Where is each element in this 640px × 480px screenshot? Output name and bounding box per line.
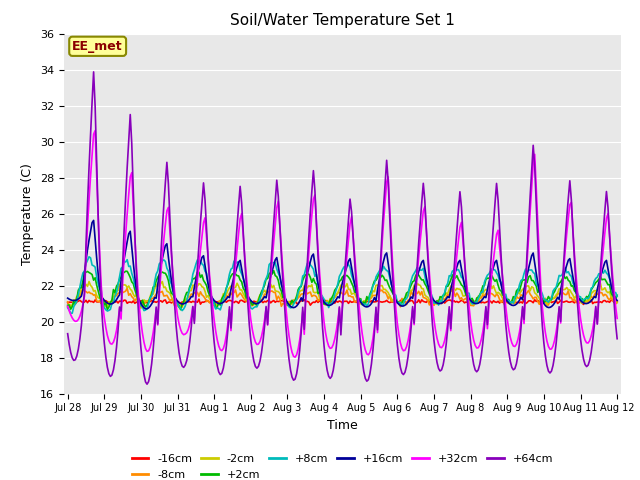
Y-axis label: Temperature (C): Temperature (C) [22,163,35,264]
Legend: -16cm, -8cm, -2cm, +2cm, +8cm, +16cm, +32cm, +64cm: -16cm, -8cm, -2cm, +2cm, +8cm, +16cm, +3… [127,450,557,480]
Text: EE_met: EE_met [72,40,123,53]
X-axis label: Time: Time [327,419,358,432]
Title: Soil/Water Temperature Set 1: Soil/Water Temperature Set 1 [230,13,455,28]
